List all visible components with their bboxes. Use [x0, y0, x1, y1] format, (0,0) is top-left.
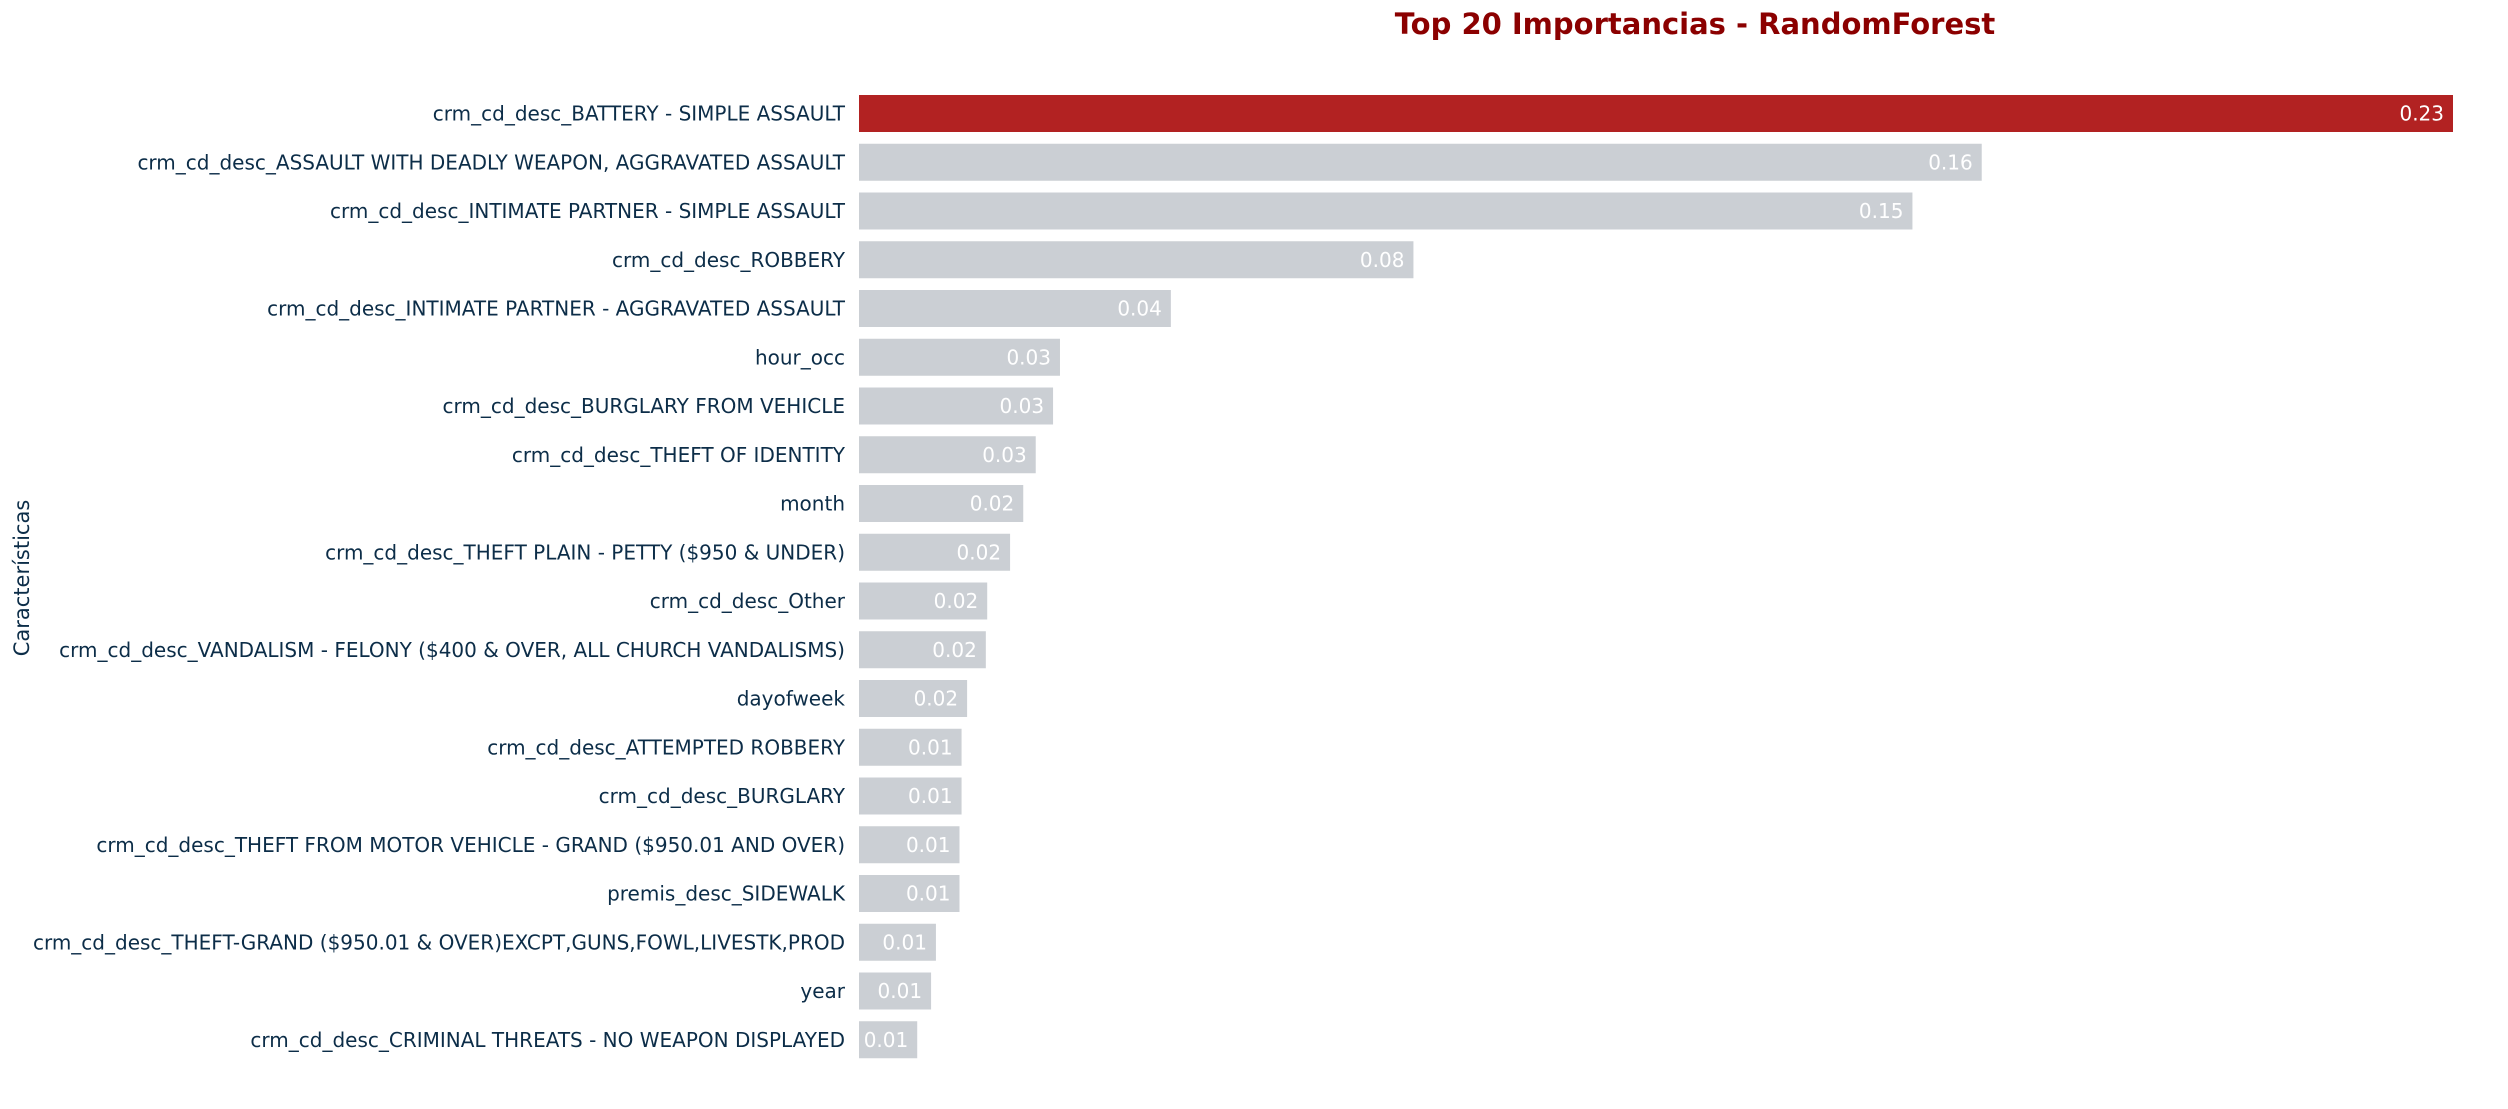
category-label: crm_cd_desc_BURGLARY [599, 784, 846, 808]
category-label: crm_cd_desc_CRIMINAL THREATS - NO WEAPON… [250, 1028, 845, 1052]
value-label: 0.02 [932, 638, 977, 662]
bar [859, 95, 2453, 132]
bar [859, 533, 1011, 571]
bar [859, 582, 988, 620]
category-label: crm_cd_desc_INTIMATE PARTNER - AGGRAVATE… [267, 297, 846, 321]
category-label: crm_cd_desc_ROBBERY [612, 248, 846, 272]
value-label: 0.01 [878, 979, 923, 1003]
bar [859, 972, 932, 1010]
category-label: month [780, 492, 845, 516]
value-label: 0.08 [1360, 248, 1405, 272]
bar [859, 923, 936, 961]
category-label: crm_cd_desc_ASSAULT WITH DEADLY WEAPON, … [137, 150, 845, 174]
bar [859, 387, 1054, 425]
category-label: crm_cd_desc_BURGLARY FROM VEHICLE [443, 394, 845, 418]
value-label: 0.16 [1928, 150, 1973, 174]
value-label: 0.03 [1000, 394, 1045, 418]
value-label: 0.03 [982, 443, 1027, 467]
bar [859, 875, 960, 912]
value-label: 0.04 [1117, 297, 1162, 321]
bar [859, 192, 1913, 230]
value-label: 0.03 [1006, 345, 1051, 369]
y-axis-label: Características [10, 500, 34, 657]
bar [859, 826, 960, 864]
category-label: premis_desc_SIDEWALK [607, 882, 846, 906]
value-label: 0.01 [906, 882, 951, 906]
value-label: 0.01 [906, 833, 951, 857]
category-label: crm_cd_desc_THEFT PLAIN - PETTY ($950 & … [325, 540, 845, 564]
bar [859, 290, 1171, 327]
value-label: 0.02 [970, 492, 1015, 516]
category-label: hour_occ [755, 345, 845, 369]
category-label: crm_cd_desc_Other [650, 589, 846, 613]
value-label: 0.02 [957, 540, 1002, 564]
bar [859, 1021, 918, 1059]
bar [859, 485, 1024, 522]
bar [859, 728, 962, 766]
bar [859, 338, 1060, 376]
value-label: 0.15 [1859, 199, 1904, 223]
bar [859, 143, 1982, 181]
bars-group: crm_cd_desc_BATTERY - SIMPLE ASSAULT 0.23… [33, 95, 2453, 1059]
bar [859, 777, 962, 815]
category-label: crm_cd_desc_INTIMATE PARTNER - SIMPLE AS… [330, 199, 846, 223]
bar [859, 241, 1414, 279]
value-label: 0.01 [908, 784, 953, 808]
category-label: crm_cd_desc_THEFT-GRAND ($950.01 & OVER)… [33, 930, 845, 954]
category-label: year [800, 979, 845, 1003]
value-label: 0.02 [934, 589, 979, 613]
bar [859, 436, 1036, 474]
bar [859, 631, 986, 669]
category-label: crm_cd_desc_BATTERY - SIMPLE ASSAULT [433, 102, 846, 126]
value-label: 0.23 [2399, 102, 2444, 126]
chart-title: Top 20 Importancias - RandomForest [1395, 7, 1996, 41]
value-label: 0.01 [882, 930, 927, 954]
category-label: crm_cd_desc_THEFT OF IDENTITY [512, 443, 846, 467]
category-label: crm_cd_desc_ATTEMPTED ROBBERY [487, 735, 846, 759]
value-label: 0.02 [914, 687, 959, 711]
category-label: dayofweek [737, 687, 846, 711]
value-label: 0.01 [908, 735, 953, 759]
value-label: 0.01 [864, 1028, 909, 1052]
bar [859, 680, 968, 717]
category-label: crm_cd_desc_VANDALISM - FELONY ($400 & O… [59, 638, 845, 662]
category-label: crm_cd_desc_THEFT FROM MOTOR VEHICLE - G… [96, 833, 845, 857]
